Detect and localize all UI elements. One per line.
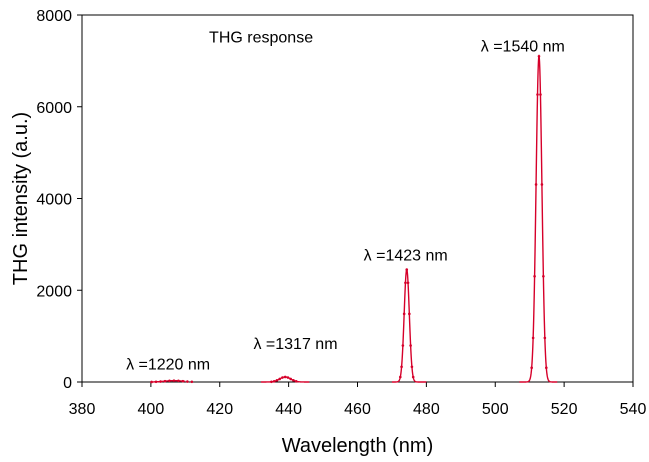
data-point [159,380,162,383]
x-tick-label: 440 [275,401,302,418]
data-point [272,380,276,383]
y-tick-label: 6000 [36,100,72,117]
y-tick-label: 0 [63,375,72,392]
data-point [283,375,287,379]
y-tick-label: 4000 [36,192,72,209]
data-point [177,379,180,383]
data-point [408,312,411,316]
data-point [530,366,533,369]
annotation-label: λ =1220 nm [126,357,210,374]
annotation-label: λ =1317 nm [253,336,337,353]
data-point [292,379,295,382]
data-point [275,379,279,382]
data-point [411,375,415,379]
data-point [289,377,292,381]
data-point [542,274,545,278]
plot-frame [81,14,634,383]
x-tick-label: 500 [482,401,509,418]
data-point [539,93,542,96]
data-point [404,281,407,285]
annotation-label: THG response [209,30,313,47]
data-point [402,312,406,316]
data-point [537,54,541,58]
data-point [270,380,273,384]
x-tick-label: 480 [413,401,440,418]
data-point [536,93,539,96]
data-point [286,376,290,379]
data-point [405,268,409,271]
data-point [540,183,544,186]
y-tick-label: 8000 [36,8,72,25]
data-point [533,274,536,278]
data-point [181,379,185,383]
x-tick-label: 420 [206,401,233,418]
x-axis-title: Wavelength (nm) [282,435,434,457]
data-point [410,365,414,369]
x-tick-label: 400 [138,401,165,418]
data-point [534,183,538,186]
data-point [545,366,548,369]
annotation-label: λ =1540 nm [481,39,565,56]
data-point [400,365,403,369]
data-point [531,336,535,340]
data-point [168,379,171,383]
data-point [281,376,284,379]
y-tick-label: 2000 [36,283,72,300]
data-point [150,380,153,384]
data-point [406,281,410,285]
series-line [150,53,558,383]
x-tick-label: 460 [344,401,371,418]
y-axis-title: THG intensity (a.u.) [10,112,32,285]
x-tick-label: 520 [551,401,578,418]
data-point [398,375,402,379]
data-point [190,380,194,384]
data-point [294,380,298,383]
data-point [409,344,412,347]
data-point [186,380,189,383]
data-point [543,336,547,340]
series-points [150,54,548,384]
x-tick-label: 380 [69,401,96,418]
data-point [172,379,176,382]
y-axis-ticks: 0 2000 4000 6000 8000 [36,8,82,392]
annotations: THG response λ =1540 nm λ =1423 nm λ =1317 … [126,30,565,374]
data-point [163,379,167,383]
annotation-label: λ =1423 nm [364,247,448,264]
x-tick-label: 540 [620,401,647,418]
data-point [278,377,281,381]
data-point [401,344,405,347]
x-axis-ticks: 380 400 420 440 460 480 500 520 540 [69,382,647,418]
data-point [154,380,158,384]
